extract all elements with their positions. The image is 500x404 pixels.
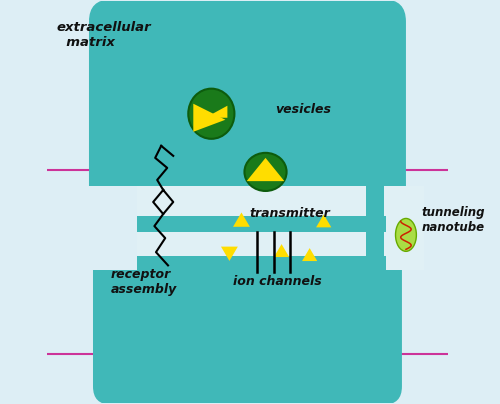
Polygon shape bbox=[246, 158, 284, 181]
FancyBboxPatch shape bbox=[93, 248, 402, 404]
Bar bbox=[384, 186, 424, 270]
Ellipse shape bbox=[244, 153, 286, 191]
FancyBboxPatch shape bbox=[89, 0, 406, 252]
Ellipse shape bbox=[188, 88, 234, 139]
Ellipse shape bbox=[396, 219, 416, 251]
Bar bbox=[137, 256, 386, 272]
Text: extracellular
  matrix: extracellular matrix bbox=[57, 21, 152, 49]
Text: tunneling
nanotube: tunneling nanotube bbox=[422, 206, 486, 234]
Polygon shape bbox=[302, 248, 318, 261]
Polygon shape bbox=[233, 213, 250, 227]
Text: ion channels: ion channels bbox=[234, 275, 322, 288]
Polygon shape bbox=[221, 246, 238, 261]
Text: receptor
assembly: receptor assembly bbox=[111, 268, 178, 296]
Bar bbox=[47, 186, 137, 270]
Bar bbox=[137, 186, 366, 270]
Polygon shape bbox=[194, 104, 226, 132]
Polygon shape bbox=[274, 244, 289, 257]
Text: vesicles: vesicles bbox=[276, 103, 332, 116]
Polygon shape bbox=[206, 106, 228, 118]
Bar bbox=[137, 216, 386, 232]
Text: transmitter: transmitter bbox=[250, 207, 330, 220]
Bar bbox=[424, 186, 464, 270]
Polygon shape bbox=[316, 215, 332, 227]
